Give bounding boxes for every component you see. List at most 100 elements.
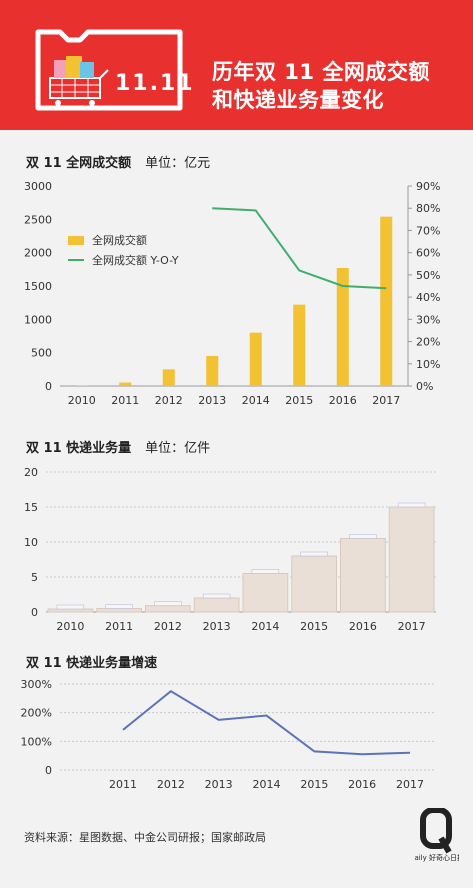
y-tick-label: 0 [45, 764, 52, 777]
y-tick-label: 5 [31, 571, 38, 584]
right-y-tick-label: 70% [416, 224, 440, 237]
gmv-chart: 0 500 1000 1500 2000 2500 3000 0% 10% 20% 30% 40% 50… [24, 180, 440, 407]
x-tick-label: 2016 [349, 620, 377, 633]
left-y-tick-label: 3000 [24, 180, 52, 193]
parcel-stack-bar [96, 608, 142, 613]
right-y-tick-label: 80% [416, 202, 440, 215]
parcel-top-icon [154, 601, 182, 606]
x-tick-label: 2012 [155, 394, 183, 407]
right-y-tick-label: 50% [416, 269, 440, 282]
x-tick-label: 2016 [348, 778, 376, 791]
left-y-tick-label: 1000 [24, 313, 52, 326]
x-tick-label: 2011 [109, 778, 137, 791]
legend-line-label: 全网成交额 Y-O-Y [92, 253, 179, 267]
x-tick-label: 2015 [300, 778, 328, 791]
left-y-tick-label: 2500 [24, 213, 52, 226]
bar [206, 356, 219, 386]
bar [380, 216, 393, 386]
y-tick-label: 15 [24, 501, 38, 514]
parcel-top-icon [105, 604, 133, 609]
bar [293, 304, 306, 386]
left-y-tick-label: 2000 [24, 247, 52, 260]
y-tick-label: 10 [24, 536, 38, 549]
express-title: 双 11 快递业务量 [26, 441, 132, 456]
parcel-stack-bar [291, 555, 337, 613]
growth-section-title: 双 11 快递业务量增速 [26, 652, 157, 671]
x-tick-label: 2017 [396, 778, 424, 791]
shopping-cart-badge-icon: 11.11 [35, 29, 195, 111]
right-y-tick-label: 30% [416, 313, 440, 326]
x-tick-label: 2015 [300, 620, 328, 633]
bar [249, 332, 262, 386]
left-y-tick-label: 500 [31, 347, 52, 360]
x-tick-label: 2014 [251, 620, 279, 633]
x-tick-label: 2013 [205, 778, 233, 791]
y-tick-label: 20 [24, 466, 38, 479]
legend-bar-swatch [68, 236, 84, 245]
gmv-title: 双 11 全网成交额 [26, 156, 132, 171]
x-tick-label: 2011 [105, 620, 133, 633]
right-y-tick-label: 90% [416, 180, 440, 193]
parcel-stack-bar [242, 573, 289, 613]
x-tick-label: 2013 [203, 620, 231, 633]
header-banner: 11.11 历年双 11 全网成交额 和快递业务量变化 [0, 0, 473, 130]
left-y-tick-label: 1500 [24, 280, 52, 293]
gmv-section-title: 双 11 全网成交额 单位：亿元 [26, 152, 210, 171]
growth-series-line [122, 689, 411, 756]
right-y-tick-label: 0% [416, 380, 433, 393]
legend-bar-label: 全网成交额 [92, 233, 147, 247]
parcel-stack-bar [47, 608, 94, 613]
growth-chart: 0 100% 200% 300% 2011 2012 2013 2014 2015 2016 201… [21, 678, 436, 791]
title-line-2: 和快递业务量变化 [212, 88, 384, 112]
title-line-1: 历年双 11 全网成交额 [212, 60, 430, 84]
parcel-top-icon [251, 569, 280, 574]
page-title: 历年双 11 全网成交额 和快递业务量变化 [212, 58, 430, 114]
y-tick-label: 0 [31, 606, 38, 619]
bar [336, 268, 349, 386]
growth-title: 双 11 快递业务量增速 [26, 656, 158, 671]
gmv-unit: 单位：亿元 [145, 156, 211, 171]
express-unit: 单位：亿件 [145, 441, 211, 456]
qdaily-logo-icon: daily 好奇心日报 [415, 808, 459, 862]
right-y-tick-label: 60% [416, 247, 440, 260]
y-tick-label: 100% [21, 735, 52, 748]
parcel-stack-bar [340, 538, 386, 613]
parcel-stack-bar [193, 597, 240, 613]
bar [162, 369, 175, 386]
x-tick-label: 2012 [154, 620, 182, 633]
logo-subtext: daily 好奇心日报 [415, 853, 459, 862]
source-note: 资料来源：星图数据、中金公司研报；国家邮政局 [24, 831, 266, 844]
x-tick-label: 2010 [68, 394, 96, 407]
x-tick-label: 2014 [242, 394, 270, 407]
x-tick-label: 2015 [285, 394, 313, 407]
badge-outline [35, 29, 183, 111]
parcel-stack-bar [145, 605, 191, 613]
parcel-top-icon [300, 551, 328, 557]
parcel-stack-bar [388, 506, 435, 613]
yoy-series-line [212, 207, 387, 290]
bar [119, 382, 132, 386]
parcel-top-icon [397, 502, 426, 508]
x-tick-label: 2014 [253, 778, 281, 791]
right-y-tick-label: 10% [416, 358, 440, 371]
x-tick-label: 2012 [157, 778, 185, 791]
cart-icon [49, 56, 109, 106]
x-tick-label: 2010 [56, 620, 84, 633]
badge-text: 11.11 [115, 71, 195, 96]
x-tick-label: 2017 [398, 620, 426, 633]
express-chart: 0 5 10 15 20 2010 2011 2012 2013 2014 2015 2016 2017 [24, 466, 436, 633]
x-tick-label: 2013 [198, 394, 226, 407]
y-tick-label: 300% [21, 678, 52, 691]
y-tick-label: 200% [21, 707, 52, 720]
express-section-title: 双 11 快递业务量 单位：亿件 [26, 437, 210, 456]
parcel-top-icon [349, 534, 377, 539]
bar [75, 385, 88, 386]
left-y-tick-label: 0 [45, 380, 52, 393]
right-y-tick-label: 20% [416, 336, 440, 349]
parcel-top-icon [202, 593, 231, 599]
x-tick-label: 2011 [111, 394, 139, 407]
parcel-top-icon [56, 604, 85, 610]
x-tick-label: 2016 [329, 394, 357, 407]
right-y-tick-label: 40% [416, 291, 440, 304]
x-tick-label: 2017 [372, 394, 400, 407]
